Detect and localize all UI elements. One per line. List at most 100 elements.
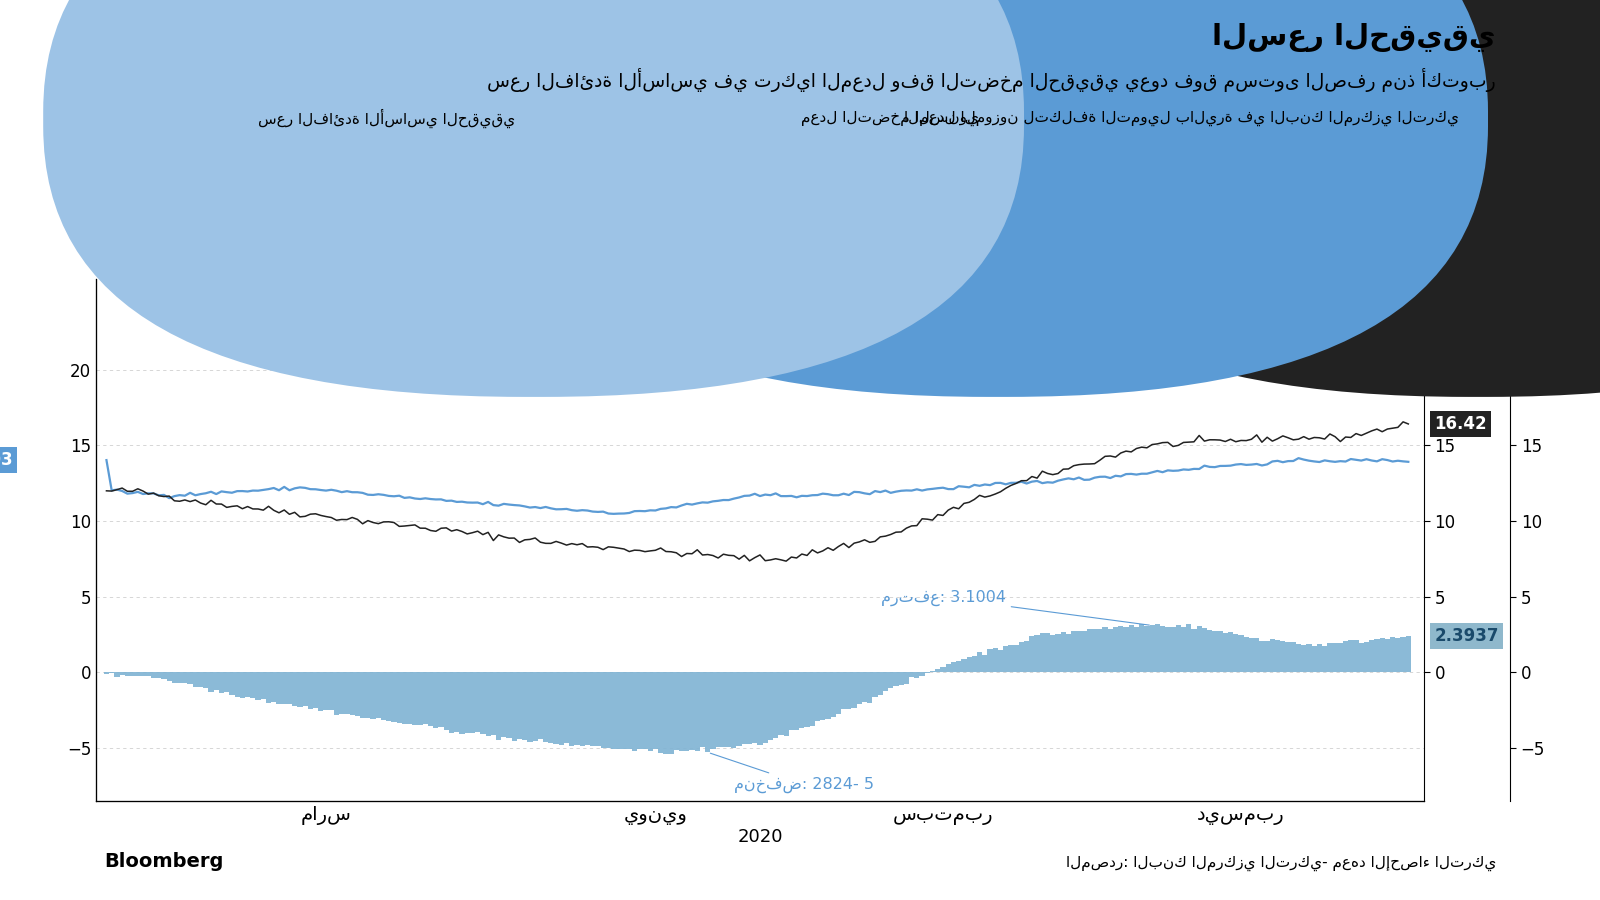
Bar bbox=[270, 672, 277, 702]
Bar bbox=[459, 672, 464, 733]
Bar bbox=[1181, 627, 1186, 672]
Bar bbox=[878, 672, 883, 695]
Bar bbox=[1171, 627, 1176, 672]
Bar bbox=[814, 672, 821, 721]
Bar bbox=[789, 672, 794, 730]
Bar bbox=[344, 672, 349, 714]
Bar bbox=[171, 672, 178, 683]
Bar bbox=[805, 672, 810, 727]
Bar bbox=[1285, 642, 1291, 672]
Bar bbox=[1222, 633, 1227, 672]
Bar bbox=[182, 672, 187, 683]
Bar bbox=[627, 672, 632, 749]
Bar bbox=[491, 672, 496, 735]
Bar bbox=[1019, 643, 1024, 672]
Bar bbox=[418, 672, 422, 725]
Bar bbox=[1050, 635, 1056, 672]
Bar bbox=[1091, 629, 1098, 672]
Bar bbox=[397, 672, 402, 723]
Bar bbox=[1082, 631, 1086, 672]
Bar bbox=[706, 672, 710, 752]
Bar bbox=[1086, 629, 1091, 672]
Bar bbox=[314, 672, 318, 707]
Bar bbox=[1301, 644, 1306, 672]
Bar bbox=[586, 672, 590, 745]
Bar bbox=[1306, 644, 1312, 672]
Bar bbox=[141, 672, 146, 677]
Bar bbox=[966, 657, 971, 672]
Bar bbox=[349, 672, 355, 716]
Bar bbox=[632, 672, 637, 751]
Bar bbox=[480, 672, 485, 734]
Bar bbox=[318, 672, 323, 711]
Bar bbox=[538, 672, 542, 739]
Bar bbox=[842, 672, 846, 709]
Bar bbox=[909, 672, 914, 677]
Bar bbox=[522, 672, 528, 740]
Bar bbox=[406, 672, 413, 724]
Bar bbox=[1342, 641, 1349, 672]
Bar bbox=[392, 672, 397, 722]
Bar bbox=[1250, 637, 1254, 672]
Bar bbox=[229, 672, 235, 695]
Bar bbox=[427, 672, 434, 726]
Bar bbox=[464, 672, 470, 733]
Bar bbox=[1291, 642, 1296, 672]
Bar bbox=[114, 672, 120, 677]
Text: 2.3937: 2.3937 bbox=[1435, 627, 1499, 645]
Bar bbox=[293, 672, 298, 706]
Bar bbox=[784, 672, 789, 736]
Bar bbox=[1024, 641, 1029, 672]
Bar bbox=[475, 672, 480, 732]
Bar bbox=[334, 672, 339, 716]
Bar bbox=[950, 662, 957, 672]
Bar bbox=[851, 672, 856, 708]
Bar bbox=[1213, 631, 1218, 672]
Bar bbox=[747, 672, 752, 744]
Bar bbox=[914, 672, 920, 678]
Text: سعر الفائدة الأساسي في تركيا المعدل وفق التضخم الحقيقي يعود فوق مستوى الصفر منذ : سعر الفائدة الأساسي في تركيا المعدل وفق … bbox=[488, 68, 1496, 92]
Bar bbox=[699, 672, 706, 747]
Bar bbox=[778, 672, 784, 734]
Bar bbox=[136, 672, 141, 676]
Bar bbox=[1149, 626, 1155, 672]
Bar bbox=[208, 672, 214, 691]
Bar bbox=[1102, 627, 1107, 672]
Bar bbox=[146, 672, 150, 676]
Bar bbox=[386, 672, 392, 721]
Bar bbox=[946, 664, 950, 672]
Bar bbox=[1379, 638, 1384, 672]
Bar bbox=[485, 672, 491, 735]
Bar bbox=[250, 672, 256, 698]
Bar bbox=[794, 672, 800, 730]
Bar bbox=[941, 667, 946, 672]
Bar bbox=[413, 672, 418, 725]
Bar bbox=[606, 672, 611, 748]
Bar bbox=[720, 672, 726, 747]
Bar bbox=[371, 672, 376, 719]
Bar bbox=[710, 672, 715, 749]
Bar bbox=[1218, 631, 1222, 672]
Bar bbox=[982, 655, 987, 672]
Bar bbox=[1354, 640, 1358, 672]
Bar bbox=[1003, 646, 1008, 672]
Text: منخفض: 2824- 5: منخفض: 2824- 5 bbox=[710, 753, 874, 793]
Bar bbox=[1197, 626, 1202, 672]
Bar bbox=[1296, 644, 1301, 672]
Bar bbox=[1358, 643, 1363, 672]
Bar bbox=[355, 672, 360, 716]
Bar bbox=[773, 672, 778, 738]
Bar bbox=[554, 672, 558, 743]
Bar bbox=[277, 672, 282, 704]
Bar bbox=[962, 660, 966, 672]
Text: السعر الحقيقي: السعر الحقيقي bbox=[1213, 22, 1496, 51]
Bar bbox=[162, 672, 166, 680]
Bar bbox=[742, 672, 747, 743]
Bar bbox=[157, 672, 162, 678]
Bar bbox=[674, 672, 678, 750]
Bar bbox=[286, 672, 293, 704]
Bar bbox=[1234, 634, 1238, 672]
Bar bbox=[1123, 626, 1128, 672]
Bar bbox=[1077, 632, 1082, 672]
Bar bbox=[978, 652, 982, 672]
